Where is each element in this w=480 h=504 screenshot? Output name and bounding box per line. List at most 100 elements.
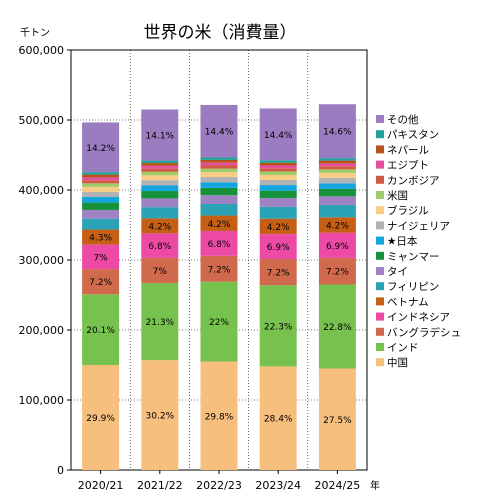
bar-segment bbox=[82, 229, 120, 245]
y-tick-label: 600,000 bbox=[19, 44, 65, 57]
bar-segment bbox=[318, 172, 356, 178]
data-label: 29.9% bbox=[86, 414, 115, 424]
data-label: 27.5% bbox=[323, 416, 352, 426]
bar-segment bbox=[200, 157, 238, 160]
legend-swatch bbox=[376, 251, 384, 260]
x-tick-label: 2023/24 bbox=[255, 479, 301, 492]
data-label: 7.2% bbox=[326, 268, 349, 278]
legend-swatch bbox=[376, 282, 384, 291]
data-label: 7% bbox=[93, 253, 108, 263]
bar-segment bbox=[318, 160, 356, 164]
y-unit-label: 千トン bbox=[20, 27, 50, 39]
legend-swatch bbox=[376, 327, 384, 336]
data-label: 14.4% bbox=[264, 131, 293, 141]
data-label: 14.1% bbox=[146, 132, 175, 142]
legend-label: ベトナム bbox=[387, 296, 429, 308]
bar-segment bbox=[141, 180, 179, 186]
bar-segment bbox=[318, 368, 356, 470]
legend-label: エジプト bbox=[387, 160, 429, 172]
data-label: 20.1% bbox=[86, 326, 115, 336]
bar-segment bbox=[318, 177, 356, 184]
bar-segment bbox=[200, 230, 238, 256]
legend-swatch bbox=[376, 175, 384, 184]
chart-title: 世界の米（消費量） bbox=[144, 23, 297, 43]
data-label: 4.2% bbox=[267, 223, 290, 233]
bar-segment bbox=[200, 195, 238, 204]
legend-swatch bbox=[376, 191, 384, 199]
bar-segment bbox=[200, 255, 238, 282]
bar-segment bbox=[82, 294, 120, 365]
data-label: 30.2% bbox=[146, 412, 175, 422]
bar-segment bbox=[82, 177, 120, 181]
bar-segment bbox=[200, 165, 238, 169]
data-label: 22% bbox=[209, 318, 229, 328]
bar-segment bbox=[318, 217, 356, 233]
legend-label: インド bbox=[387, 342, 419, 354]
bar-segment bbox=[259, 108, 297, 161]
bar-segment bbox=[318, 166, 356, 170]
legend-label: ★日本 bbox=[387, 235, 418, 248]
data-label: 6.9% bbox=[326, 242, 349, 252]
bar-segment bbox=[259, 171, 297, 175]
bar-segment bbox=[200, 162, 238, 166]
data-label: 29.8% bbox=[205, 412, 234, 422]
y-tick-label: 300,000 bbox=[19, 254, 65, 267]
legend-label: タイ bbox=[387, 266, 408, 278]
bar-segment bbox=[200, 204, 238, 216]
bar-segment bbox=[200, 159, 238, 163]
bar-segment bbox=[82, 174, 120, 178]
data-label: 22.3% bbox=[264, 322, 293, 332]
legend-swatch bbox=[376, 145, 384, 154]
bar-segment bbox=[141, 257, 179, 284]
bar-segment bbox=[318, 169, 356, 173]
y-tick-label: 400,000 bbox=[19, 184, 65, 197]
data-label: 4.2% bbox=[148, 222, 171, 232]
bar-segment bbox=[318, 284, 356, 369]
bar-segment bbox=[141, 175, 179, 181]
data-label: 14.2% bbox=[86, 144, 115, 154]
bar-segment bbox=[141, 360, 179, 470]
legend-label: インドネシア bbox=[387, 312, 450, 324]
bar-segment bbox=[82, 209, 120, 219]
legend-swatch bbox=[376, 267, 384, 275]
data-label: 7.2% bbox=[89, 278, 112, 288]
bar-segment bbox=[141, 160, 179, 164]
bar-segment bbox=[200, 168, 238, 173]
legend-label: その他 bbox=[387, 113, 419, 126]
data-label: 22.8% bbox=[323, 323, 352, 333]
data-label: 7% bbox=[153, 267, 168, 277]
bar-segment bbox=[141, 283, 179, 361]
bar-segment bbox=[82, 180, 120, 184]
bar-segment bbox=[82, 186, 120, 192]
legend-label: カンボジア bbox=[387, 175, 440, 187]
bar-segment bbox=[200, 177, 238, 183]
data-label: 14.6% bbox=[323, 128, 352, 138]
data-label: 7.2% bbox=[267, 269, 290, 279]
legend-label: 米国 bbox=[387, 189, 408, 202]
bar-segment bbox=[200, 215, 238, 231]
legend-label: フィリピン bbox=[387, 281, 439, 293]
bar-segment bbox=[200, 172, 238, 178]
x-axis: 2020/21 2021/22 2022/23 2023/24 2024/25 bbox=[78, 470, 360, 492]
data-label: 4.3% bbox=[89, 234, 112, 244]
data-label: 6.8% bbox=[148, 242, 171, 252]
bar-segment bbox=[259, 234, 297, 259]
bar-segment bbox=[141, 233, 179, 258]
bar-segment bbox=[259, 165, 297, 169]
bar-segment bbox=[318, 205, 356, 218]
x-tick-label: 2020/21 bbox=[78, 479, 124, 492]
bar-segment bbox=[318, 104, 356, 159]
bar-segment bbox=[82, 365, 120, 470]
bar-segment bbox=[259, 160, 297, 163]
bar-segment bbox=[141, 185, 179, 192]
legend-swatch bbox=[376, 160, 384, 169]
data-label: 6.8% bbox=[208, 240, 231, 250]
bar-segment bbox=[82, 183, 120, 187]
x-tick-label: 2021/22 bbox=[137, 479, 183, 492]
bar-segment bbox=[200, 187, 238, 196]
legend-swatch bbox=[376, 358, 384, 367]
legend-swatch bbox=[376, 115, 384, 123]
bar-segment bbox=[141, 109, 179, 161]
bar-segment bbox=[141, 198, 179, 208]
